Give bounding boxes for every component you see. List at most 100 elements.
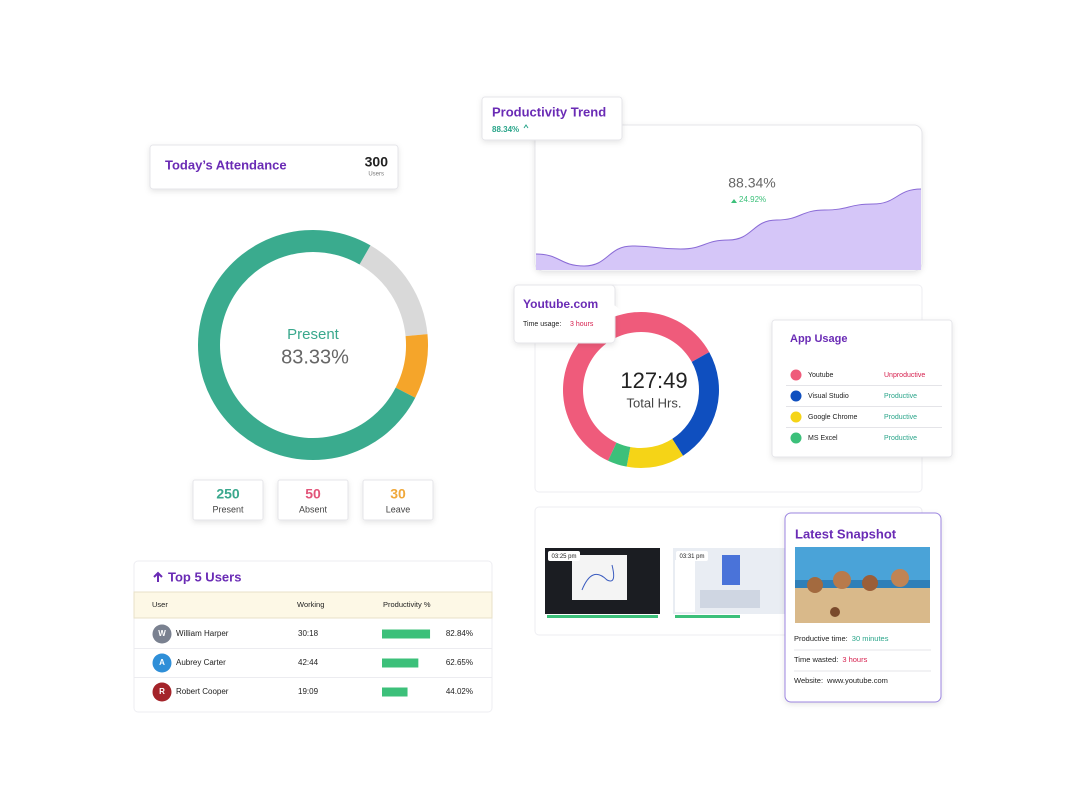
app-usage-card [771, 319, 953, 458]
avatar [152, 624, 172, 644]
usage-total: 127:49 [620, 368, 687, 393]
latest-image [795, 547, 930, 623]
row-label: Website: [794, 676, 823, 685]
stat-card [192, 479, 264, 521]
attendance-unit: Users [368, 172, 384, 178]
up-arrow [731, 199, 737, 203]
avatar-initial: A [159, 658, 165, 667]
app-name: MS Excel [808, 435, 838, 442]
trend-change: 24.92% [739, 195, 766, 204]
attendance-panel: Today’s Attendance 300 Users Present 83.… [149, 144, 434, 521]
donut-segment [563, 312, 710, 461]
attendance-stats: 250 Present 50 Absent 30 Leave [192, 479, 434, 521]
badge-arrow [523, 124, 529, 129]
productivity-label: 82.84% [446, 629, 473, 638]
app-status: Unproductive [884, 372, 925, 379]
usage-donut [563, 312, 719, 468]
column-header: User [152, 600, 168, 609]
stat-card [362, 479, 434, 521]
attendance-total: 300 [365, 154, 389, 170]
working: 42:44 [298, 658, 319, 667]
user-name: William Harper [176, 629, 229, 638]
time-badge [676, 551, 708, 561]
app-status: Productive [884, 414, 917, 421]
time-badge [548, 551, 580, 561]
table-header [133, 591, 493, 619]
trend-panel: 88.34% 24.92% Productivity Trend 88.34% [481, 96, 923, 272]
avatar [152, 653, 172, 673]
thumb-times: 03:25 pm 03:31 pm [548, 551, 708, 561]
donut-label: Present [287, 326, 340, 343]
donut-value: 83.33% [281, 346, 349, 368]
productivity-bar [382, 658, 419, 668]
time-label: 03:25 pm [551, 554, 576, 560]
row-value: 30 minutes [852, 634, 889, 643]
app-list: Youtube Unproductive Visual Studio Producti… [786, 369, 942, 444]
stat-value: 250 [216, 486, 240, 502]
productivity-bar [382, 629, 431, 639]
area [536, 189, 921, 270]
avatar-initial: W [158, 629, 166, 638]
productivity-bar [382, 687, 408, 697]
app-usage-title: App Usage [790, 333, 847, 345]
app-status: Productive [884, 435, 917, 442]
tooltip-value: 3 hours [570, 321, 594, 328]
app-dot [790, 390, 802, 402]
avatar [152, 682, 172, 702]
working: 30:18 [298, 629, 319, 638]
users-table: User Working Productivity % W William Harper… [134, 600, 492, 702]
column-header: Working [297, 600, 324, 609]
trend-value: 88.34% [728, 175, 775, 191]
row-value: 3 hours [842, 655, 867, 664]
usage-panel: 127:49 Total Hrs. Youtube.com Time usage… [513, 284, 953, 493]
user-name: Aubrey Carter [176, 658, 226, 667]
donut-segment [608, 442, 631, 467]
donut-segment [395, 334, 428, 398]
usage-total-label: Total Hrs. [627, 395, 682, 410]
donut-segment [626, 438, 684, 468]
app-name: Visual Studio [808, 393, 849, 400]
column-header: Productivity % [383, 600, 431, 609]
top-users-title: Top 5 Users [168, 569, 241, 584]
app-name: Youtube [808, 372, 834, 379]
up-icon [153, 571, 163, 582]
user-name: Robert Cooper [176, 687, 229, 696]
trend-badge: 88.34% [492, 125, 519, 134]
trend-area [535, 188, 922, 270]
stat-label: Absent [299, 504, 328, 514]
trend-title: Productivity Trend [492, 104, 606, 119]
trend-header [481, 96, 623, 141]
time-label: 03:31 pm [679, 554, 704, 560]
latest-rows: Productive time: 30 minutes Time wasted: 3 … [794, 634, 931, 685]
donut-segment [359, 245, 428, 337]
app-dot [790, 369, 802, 381]
stat-card [277, 479, 349, 521]
tooltip-label: Time usage: [523, 321, 561, 328]
app-status: Productive [884, 393, 917, 400]
row-label: Productive time: [794, 634, 848, 643]
app-dot [790, 411, 802, 423]
attendance-card [149, 144, 399, 190]
app-name: Google Chrome [808, 414, 858, 421]
productivity-label: 44.02% [446, 687, 473, 696]
stat-value: 50 [305, 486, 321, 502]
top-users-panel: Top 5 Users User Working Productivity % W Wi… [133, 560, 493, 713]
stat-value: 30 [390, 486, 406, 502]
donut-segment [672, 352, 719, 456]
working: 19:09 [298, 687, 319, 696]
row-label: Time wasted: [794, 655, 838, 664]
attendance-donut [197, 229, 428, 460]
attendance-title: Today’s Attendance [165, 157, 287, 172]
snapshot-panel: 03:25 pm 03:31 pm Latest Snapshot Product… [534, 506, 942, 703]
area-line [535, 188, 922, 267]
tooltip-arrow [614, 305, 622, 317]
tooltip-title: Youtube.com [523, 297, 598, 311]
stat-label: Leave [386, 504, 411, 514]
latest-title: Latest Snapshot [795, 526, 897, 541]
row-value: www.youtube.com [826, 676, 888, 685]
app-dot [790, 432, 802, 444]
productivity-label: 62.65% [446, 658, 473, 667]
avatar-initial: R [159, 687, 165, 696]
stat-label: Present [212, 504, 244, 514]
